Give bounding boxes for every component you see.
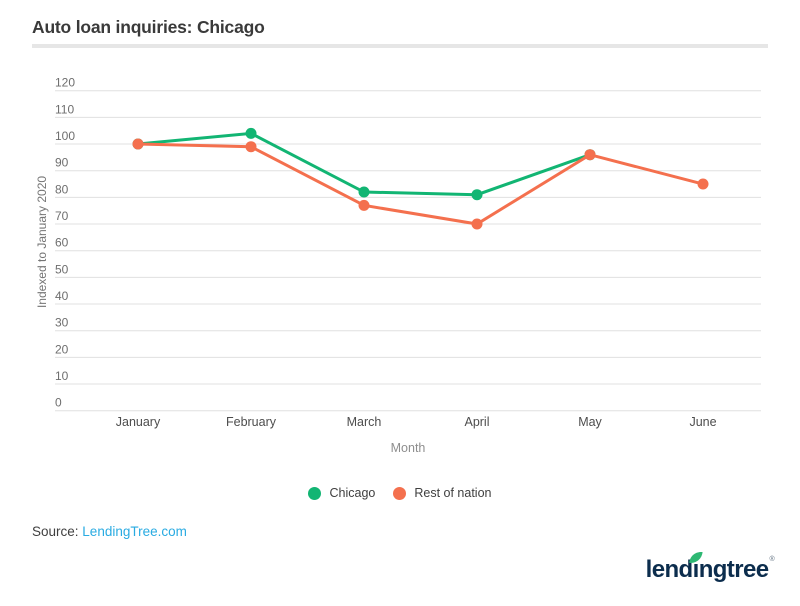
logo-text-post: ngtree [698,556,769,583]
y-tick-label: 110 [55,102,74,116]
y-tick-label: 0 [55,396,62,410]
leaf-icon [688,543,704,563]
data-series [132,127,709,230]
data-point [471,189,483,201]
y-tick-label: 90 [55,156,69,170]
y-tick-label: 120 [55,76,75,90]
data-point [584,149,596,161]
legend-label-rest-of-nation: Rest of nation [414,486,492,500]
legend: Chicago Rest of nation [0,486,800,500]
series-line [136,131,592,197]
y-tick-label: 80 [55,182,69,196]
y-tick-label: 70 [55,209,69,223]
data-point [358,199,370,211]
x-tick-labels: January February March April May June [116,415,717,429]
x-tick-label: April [464,415,489,429]
x-tick-label: February [226,415,277,429]
lendingtree-logo: lend ıngtree® [645,552,775,584]
y-tick-labels: 0 10 20 30 40 50 60 70 80 90 100 110 120 [55,76,75,410]
gridlines [55,90,761,412]
data-point [358,186,370,198]
y-tick-label: 10 [55,369,69,383]
y-tick-label: 60 [55,236,69,250]
chicago-series-swatch [308,486,322,500]
data-point [471,218,483,230]
x-tick-label: March [347,415,382,429]
x-tick-label: January [116,415,161,429]
logo-text-pre: lend [645,556,694,583]
legend-item-chicago: Chicago [308,486,375,500]
registered-mark: ® [769,556,774,563]
y-tick-label: 20 [55,342,69,356]
chart-title: Auto loan inquiries: Chicago [32,17,265,37]
y-axis-title: Indexed to January 2020 [35,176,49,308]
line-chart: 0 10 20 30 40 50 60 70 80 90 100 110 120 January Febr… [35,76,761,429]
y-tick-label: 40 [55,289,69,303]
legend-item-rest-of-nation: Rest of nation [393,486,492,500]
y-tick-label: 100 [55,129,75,143]
x-axis-title: Month [390,441,426,455]
title-divider [32,44,768,48]
series-line [136,142,705,226]
source-line: Source: LendingTree.com [32,524,187,539]
data-point [245,127,257,139]
y-tick-label: 50 [55,262,69,276]
legend-label-chicago: Chicago [329,486,376,500]
y-tick-label: 30 [55,316,69,330]
source-link[interactable]: LendingTree.com [82,524,187,539]
x-tick-label: June [689,415,716,429]
data-point [697,178,709,190]
data-point [245,141,257,153]
logo-text-i: ı [692,556,700,583]
data-point [132,138,144,150]
x-tick-label: May [578,415,602,429]
source-label: Source: [32,524,79,539]
nation-series-swatch [393,486,407,500]
